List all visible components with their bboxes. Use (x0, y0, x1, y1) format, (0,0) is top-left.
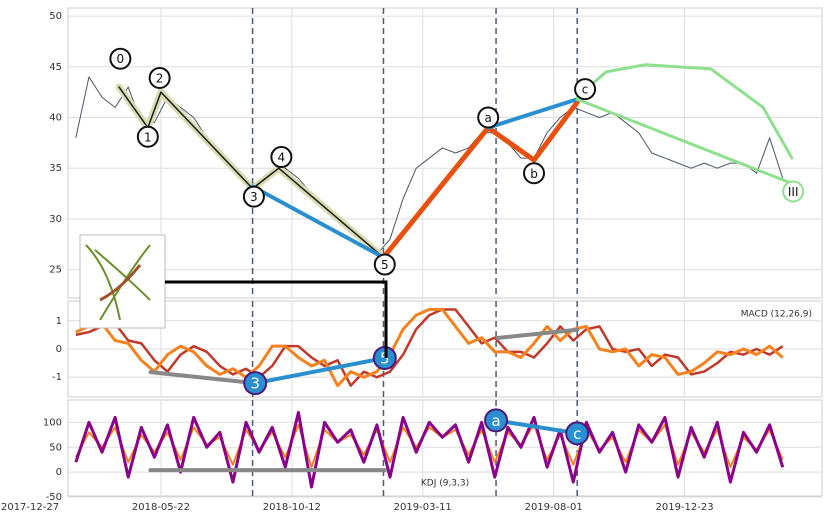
wave-marker (148, 66, 171, 89)
y-tick-label: -50 (46, 492, 62, 503)
panel-label: MACD (12,26,9) (741, 310, 812, 320)
decoration (79, 234, 388, 358)
wave-marker (243, 371, 268, 396)
panel-label: KDJ (9,3,3) (421, 479, 469, 489)
wave-marker (242, 185, 265, 208)
wave-line (148, 370, 258, 386)
y-tick-label: 50 (49, 11, 62, 22)
wave-label: a (491, 412, 500, 430)
wave-label: 0 (117, 52, 125, 66)
y-tick-label: 1 (56, 316, 62, 327)
wave-line (253, 356, 387, 386)
wave-line (575, 97, 794, 185)
wave-marker (484, 408, 509, 433)
wave-line (380, 99, 580, 260)
wave-marker (373, 253, 396, 276)
wave-line (250, 184, 386, 260)
y-tick-label: 0 (56, 344, 62, 355)
wave-label: 5 (380, 350, 390, 368)
y-tick-label: 45 (49, 62, 62, 73)
wave-label: 1 (144, 130, 152, 144)
wave-line (486, 97, 580, 130)
wave-label: c (582, 83, 589, 97)
series-line (75, 307, 784, 388)
x-tick-label: 2017-12-27 (1, 502, 59, 513)
wave-line (494, 418, 580, 436)
wave-marker (523, 162, 546, 185)
wave-label: 5 (381, 258, 389, 272)
y-tick-label: -1 (52, 372, 62, 383)
wave-line (118, 86, 385, 259)
series-line (74, 423, 784, 469)
wave-marker (270, 146, 293, 169)
wave-label: 3 (250, 375, 260, 393)
inset-image-sketch (99, 264, 142, 302)
annotation-connector (165, 280, 388, 358)
inset-image (79, 234, 166, 329)
wave-label: a (485, 111, 492, 125)
wave-label: c (573, 425, 581, 443)
wave-marker (565, 421, 590, 446)
y-tick-label: 50 (49, 442, 62, 453)
wave-marker (136, 125, 159, 148)
series-line (74, 410, 785, 489)
y-tick-label: 35 (49, 163, 62, 174)
wave-label: 4 (278, 151, 286, 165)
x-tick-label: 2019-12-23 (655, 502, 713, 513)
wave-marker (574, 78, 597, 101)
x-tick-label: 2019-08-01 (525, 502, 583, 513)
y-tick-label: 0 (56, 467, 62, 478)
x-tick-label: 2018-10-12 (263, 502, 321, 513)
series-line (75, 76, 784, 255)
x-tick-label: 2018-05-22 (132, 502, 190, 513)
y-tick-label: 30 (49, 214, 62, 225)
y-tick-label: 100 (43, 417, 62, 428)
series-line (75, 308, 784, 387)
wave-label: 2 (156, 71, 164, 85)
y-tick-label: 40 (49, 113, 62, 124)
wave-label: III (788, 185, 799, 199)
panel-frame (67, 7, 823, 299)
y-tick-label: 25 (49, 265, 62, 276)
wave-label: b (530, 167, 538, 181)
wave-label: 3 (250, 190, 258, 204)
wave-marker (782, 180, 805, 203)
wave-marker (109, 47, 132, 70)
wave-marker (477, 106, 500, 129)
wave-line (575, 63, 794, 160)
wave-line (495, 327, 580, 340)
inset-image-sketch (85, 244, 151, 321)
x-tick-label: 2019-03-11 (394, 502, 452, 513)
